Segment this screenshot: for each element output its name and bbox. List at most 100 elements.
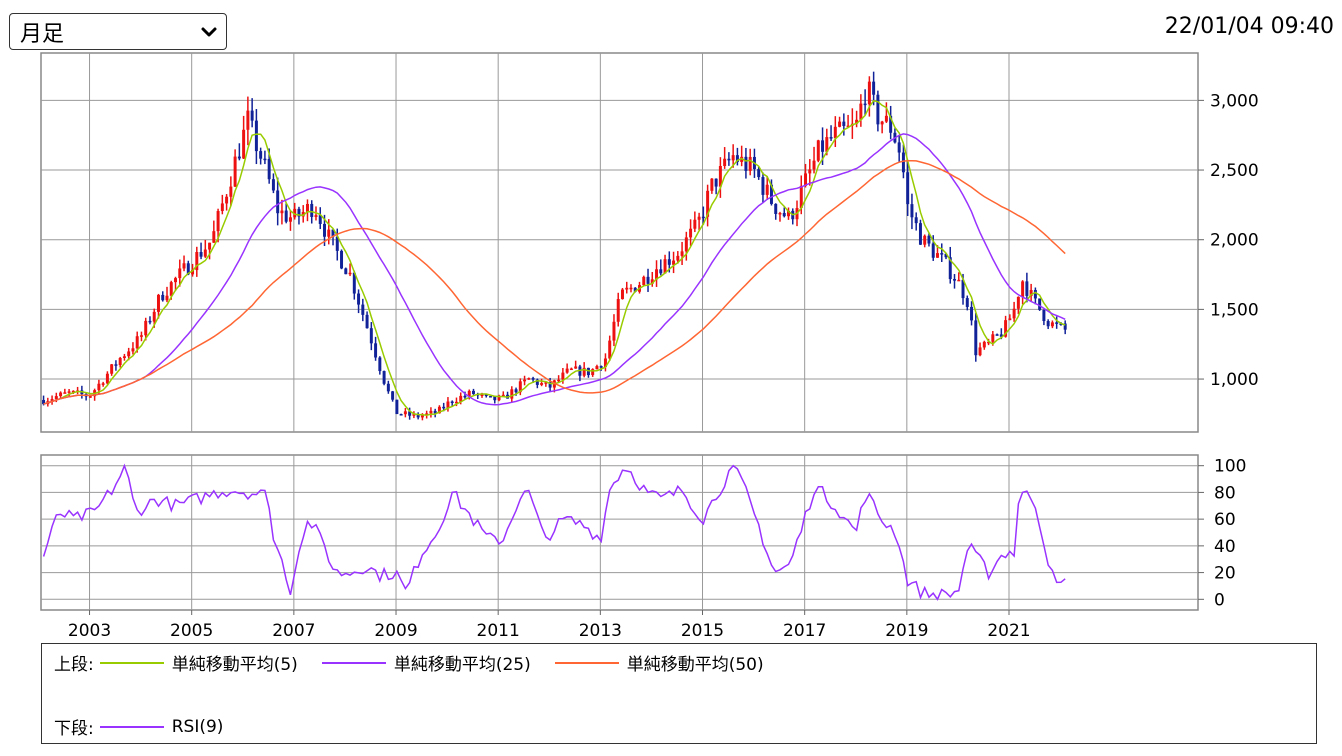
candle-down (1033, 290, 1037, 299)
candle-down (586, 367, 590, 376)
candle-up (1016, 296, 1020, 309)
candle-down (1042, 309, 1046, 322)
rsi-panel (40, 454, 1199, 611)
candle-down (548, 382, 552, 388)
candle-down (727, 158, 731, 161)
candle-down (667, 259, 671, 265)
legend-item-rsi9: RSI(9) (94, 717, 223, 737)
candle-down (889, 115, 893, 133)
legend-line-rsi9 (99, 725, 164, 728)
candle-down (357, 293, 361, 305)
price-y-tick-label: 2,000 (1210, 231, 1259, 251)
candle-up (787, 210, 790, 217)
candle-up (867, 81, 871, 105)
candle-down (237, 156, 241, 159)
candle-down (161, 294, 165, 301)
candle-down (395, 399, 399, 415)
candle-up (991, 334, 995, 342)
candle-up (1029, 290, 1033, 296)
candle-down (646, 276, 650, 284)
candle-down (901, 152, 905, 173)
candle-down (382, 371, 386, 384)
candle-up (403, 411, 407, 415)
candle-up (778, 212, 782, 215)
candle-down (535, 379, 539, 385)
price-panel (40, 52, 1199, 433)
candle-up (191, 270, 195, 275)
candle-up (884, 115, 888, 122)
candle-up (855, 119, 859, 124)
candle-down (259, 151, 263, 159)
candle-up (625, 287, 629, 290)
candle-up (1050, 322, 1054, 327)
candle-up (765, 184, 769, 195)
candle-up (591, 369, 595, 376)
candle-up (216, 211, 220, 232)
candle-up (527, 378, 531, 380)
candle-up (63, 392, 67, 394)
candle-down (310, 203, 314, 217)
candle-up (612, 321, 616, 341)
candle-up (314, 215, 318, 217)
candle-down (659, 269, 663, 274)
candle-up (288, 217, 292, 222)
legend-line-sma5 (99, 661, 164, 664)
candle-down (263, 158, 267, 161)
candle-down (276, 190, 280, 214)
candle-down (931, 243, 935, 258)
period-select[interactable]: 月足 (9, 13, 227, 50)
candle-down (331, 229, 335, 237)
candle-down (965, 298, 969, 307)
candle-up (139, 335, 143, 337)
candle-up (110, 364, 114, 374)
candle-down (769, 184, 773, 204)
candle-up (1008, 318, 1012, 321)
candle-up (501, 394, 505, 397)
candle-down (1055, 322, 1059, 324)
candle-up (459, 395, 463, 402)
candle-up (982, 341, 986, 348)
candle-down (250, 110, 254, 121)
candle-down (267, 159, 271, 180)
rsi-y-tick-label: 60 (1214, 510, 1236, 530)
period-select-value: 月足 (20, 21, 65, 47)
legend-lower-label: 下段: (54, 719, 94, 739)
candle-down (821, 140, 825, 152)
candle-down (374, 343, 378, 358)
candle-up (429, 410, 433, 414)
candle-up (616, 299, 620, 322)
sma-25-line (43, 133, 1066, 406)
candle-up (608, 340, 612, 359)
candle-up (825, 137, 829, 152)
candle-down (365, 314, 369, 329)
candle-up (437, 406, 441, 414)
candle-down (369, 328, 373, 344)
candle-down (378, 357, 382, 372)
candle-up (629, 287, 633, 290)
candle-up (693, 219, 697, 229)
candle-down (361, 304, 365, 315)
candle-up (923, 235, 927, 245)
candle-down (186, 263, 190, 275)
price-y-tick-label: 1,000 (1210, 370, 1259, 390)
candle-up (816, 140, 820, 161)
candle-down (284, 210, 288, 222)
candle-up (523, 379, 527, 382)
candle-up (595, 366, 599, 370)
legend-upper-row: 上段: 単純移動平均(5) 単純移動平均(25) 単純移動平均(50) (54, 650, 782, 675)
candle-up (718, 165, 722, 187)
candle-up (731, 155, 735, 161)
candle-up (723, 158, 727, 166)
candle-up (663, 259, 667, 274)
candle-down (340, 250, 344, 269)
candle-up (67, 391, 71, 393)
candle-down (391, 391, 395, 400)
candle-up (59, 392, 63, 397)
candle-down (927, 235, 931, 244)
candle-down (701, 216, 705, 219)
chevron-down-icon (201, 27, 217, 36)
rsi-line (42, 463, 1066, 601)
candle-down (408, 411, 412, 416)
x-tick-label: 2013 (579, 621, 622, 641)
x-tick-label: 2005 (170, 621, 213, 641)
